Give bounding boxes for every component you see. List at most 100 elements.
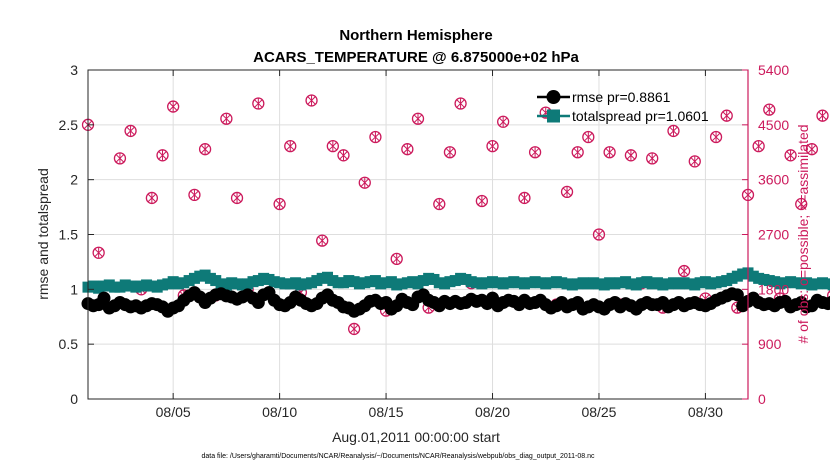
obs-assimilated-point — [456, 98, 465, 109]
chart-title-line-1: Northern Hemisphere — [339, 27, 492, 44]
obs-assimilated-point — [158, 150, 167, 161]
y-right-tick-label: 900 — [758, 336, 782, 352]
obs-assimilated-point — [520, 192, 529, 203]
x-tick-label: 08/10 — [262, 404, 297, 420]
obs-assimilated-point — [360, 177, 369, 188]
obs-assimilated-point — [786, 150, 795, 161]
obs-possible-point — [316, 234, 329, 247]
obs-assimilated-point — [807, 144, 817, 155]
legend-totalspread-marker — [547, 109, 560, 123]
obs-possible-point — [284, 140, 297, 153]
obs-possible-point — [145, 191, 159, 205]
obs-possible-point — [411, 112, 425, 125]
obs-assimilated-point — [818, 110, 827, 121]
obs-assimilated-point — [222, 113, 231, 124]
obs-possible-point — [113, 152, 127, 165]
rmse-point — [730, 288, 744, 302]
legend-rmse-label: rmse pr=0.8861 — [572, 89, 671, 105]
obs-assimilated-point — [318, 235, 327, 246]
obs-possible-point — [795, 197, 808, 211]
obs-possible-point — [709, 130, 723, 144]
obs-possible-point — [763, 103, 776, 116]
obs-assimilated-point — [530, 147, 540, 158]
obs-assimilated-point — [711, 132, 721, 143]
rmse-series — [81, 286, 830, 318]
x-axis-label: Aug.01,2011 00:00:00 start — [332, 429, 500, 445]
obs-possible-point — [592, 228, 606, 241]
obs-possible-point — [433, 197, 446, 211]
obs-assimilated-point — [147, 192, 157, 203]
obs-possible-point — [188, 188, 201, 202]
obs-possible-point — [528, 146, 542, 159]
y-axis-label-right: # of obs: o=possible; ×=assimilated — [795, 124, 811, 343]
x-tick-label: 08/05 — [156, 404, 191, 420]
obs-possible-point — [156, 149, 169, 162]
obs-possible-point — [220, 112, 233, 125]
obs-possible-point — [326, 140, 339, 153]
y-tick-label: 0 — [70, 391, 78, 407]
obs-assimilated-point — [488, 141, 497, 152]
obs-assimilated-point — [307, 95, 316, 106]
obs-assimilated-point — [445, 147, 455, 158]
obs-possible-point — [784, 149, 797, 162]
y-right-tick-label: 2700 — [758, 227, 789, 243]
y-tick-label: 2.5 — [59, 117, 79, 133]
obs-possible-point — [124, 124, 137, 138]
obs-possible-point — [167, 100, 180, 113]
obs-possible-point — [752, 140, 765, 153]
obs-assimilated-point — [626, 150, 636, 161]
axes: 08/05 08/10 08/15 08/20 08/25 08/30 0 0.5 1 1.5 2 2… — [59, 62, 790, 420]
data-file-footer: data file: /Users/gharamti/Documents/NCA… — [201, 453, 595, 460]
obs-possible-point — [454, 97, 467, 110]
y-right-tick-label: 1800 — [758, 281, 789, 297]
obs-assimilated-point — [392, 253, 401, 264]
totalspread-series — [82, 267, 830, 294]
obs-assimilated-point — [605, 147, 614, 158]
plot-area — [81, 94, 830, 336]
obs-assimilated-point — [232, 192, 242, 203]
obs-assimilated-point — [115, 153, 125, 164]
obs-assimilated-point — [94, 247, 103, 258]
obs-assimilated-point — [371, 132, 380, 143]
obs-assimilated-point — [765, 104, 774, 115]
x-tick-label: 08/25 — [581, 404, 616, 420]
obs-possible-point — [667, 124, 680, 138]
legend-rmse-marker — [546, 90, 561, 104]
totalspread-point — [827, 279, 830, 291]
obs-possible-point — [720, 109, 733, 122]
obs-possible-point — [805, 143, 819, 156]
obs-assimilated-point — [286, 141, 295, 152]
obs-possible-point — [252, 97, 265, 110]
totalspread-point — [822, 278, 830, 290]
obs-possible-point — [688, 155, 701, 168]
obs-possible-point — [646, 152, 659, 165]
obs-assimilated-point — [349, 323, 359, 334]
y-tick-label: 3 — [70, 62, 78, 78]
obs-possible-point — [816, 109, 829, 122]
obs-assimilated-point — [190, 189, 199, 200]
obs-assimilated-point — [477, 195, 487, 206]
obs-assimilated-point — [200, 144, 210, 155]
obs-possible-point — [582, 130, 595, 144]
obs-assimilated-point — [562, 186, 572, 197]
obs-assimilated-point — [254, 98, 263, 109]
y-right-tick-label: 0 — [758, 391, 766, 407]
obs-assimilated-point — [669, 125, 678, 136]
y-tick-label: 2 — [70, 172, 78, 188]
y-right-tick-label: 4500 — [758, 117, 789, 133]
legend-totalspread-label: totalspread pr=1.0601 — [572, 108, 709, 124]
obs-possible-point — [369, 130, 382, 144]
obs-possible-point — [273, 197, 286, 211]
obs-assimilated-point — [679, 266, 689, 277]
obs-assimilated-point — [573, 147, 582, 158]
obs-possible-point — [305, 94, 318, 107]
obs-assimilated-point — [339, 150, 348, 161]
rmse-point — [826, 295, 830, 308]
obs-possible-point — [337, 149, 350, 162]
obs-possible-point — [603, 146, 616, 159]
obs-possible-point — [347, 322, 361, 336]
y-tick-label: 0.5 — [59, 336, 79, 352]
obs-assimilated-point — [435, 199, 444, 210]
obs-possible-point — [475, 194, 489, 208]
